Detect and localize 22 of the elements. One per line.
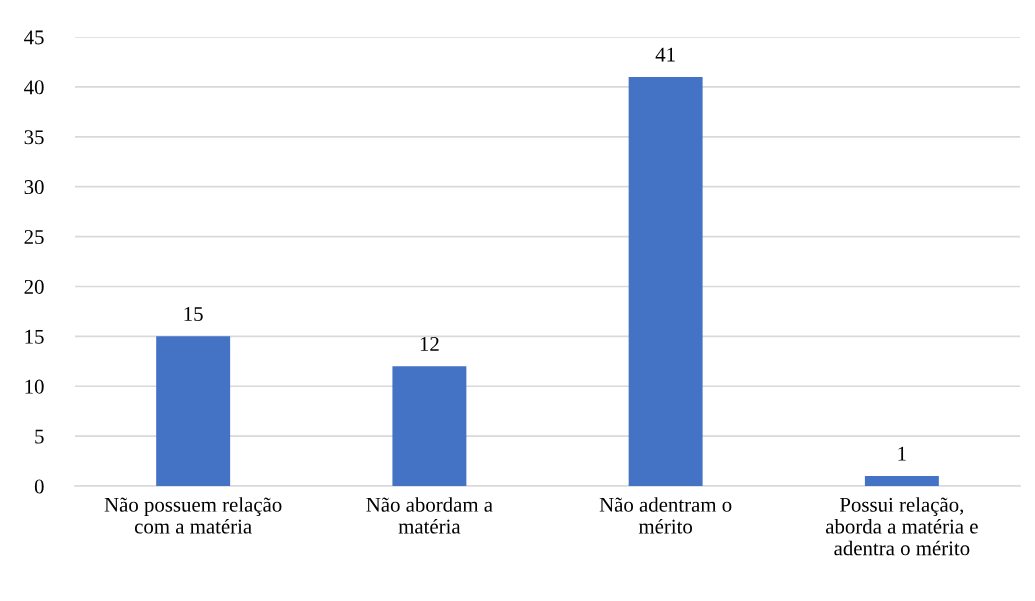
y-tick-label: 35 <box>24 130 44 145</box>
x-tick-label: Não adentram o mérito <box>599 497 732 534</box>
bar <box>864 476 939 487</box>
y-tick-label: 15 <box>25 329 44 344</box>
x-tick-label: Não possuem relação com a matéria <box>104 497 282 534</box>
y-tick-label: 5 <box>35 429 44 444</box>
y-tick-label: 45 <box>24 30 44 45</box>
data-label: 12 <box>420 336 439 351</box>
y-tick-label: 25 <box>24 230 44 245</box>
bar <box>156 336 231 487</box>
bar <box>628 76 703 487</box>
bar <box>392 366 467 487</box>
data-label: 1 <box>898 446 906 461</box>
y-tick-label: 10 <box>25 379 44 394</box>
y-tick-label: 40 <box>24 80 44 95</box>
y-tick-label: 0 <box>34 479 44 494</box>
data-label: 41 <box>655 47 675 62</box>
x-tick-label: Possui relação, aborda a matéria e adentra o mérito <box>825 497 978 556</box>
data-label: 15 <box>184 307 203 322</box>
y-tick-label: 30 <box>24 180 44 195</box>
x-tick-label: Não abordam a matéria <box>366 497 493 534</box>
y-tick-label: 20 <box>24 279 44 294</box>
